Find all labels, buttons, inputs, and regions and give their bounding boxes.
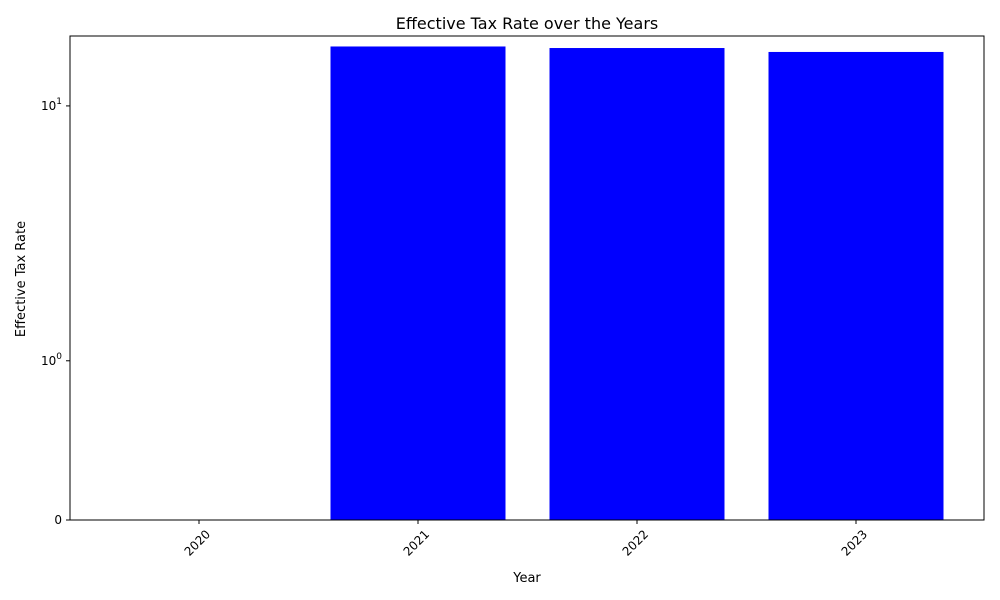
y-axis-ticks: 0 100 101 xyxy=(41,97,70,527)
y-tick-label: 100 xyxy=(41,352,62,368)
bar-2023 xyxy=(768,51,944,521)
x-tick-label: 2020 xyxy=(182,527,213,558)
x-tick-label: 2022 xyxy=(620,527,651,558)
chart-title: Effective Tax Rate over the Years xyxy=(396,14,658,33)
y-tick-label: 0 xyxy=(54,513,62,527)
x-axis-ticks: 2020 2021 2022 2023 xyxy=(182,520,870,559)
x-axis-label: Year xyxy=(512,571,541,586)
x-tick-label: 2021 xyxy=(401,527,432,558)
y-axis-label: Effective Tax Rate xyxy=(14,221,29,337)
y-tick-label: 101 xyxy=(41,97,62,113)
plot-frame xyxy=(69,35,985,521)
bar-2022 xyxy=(549,48,725,521)
bar-2021 xyxy=(330,46,506,520)
bars xyxy=(330,46,944,521)
x-tick-label: 2023 xyxy=(839,527,870,558)
